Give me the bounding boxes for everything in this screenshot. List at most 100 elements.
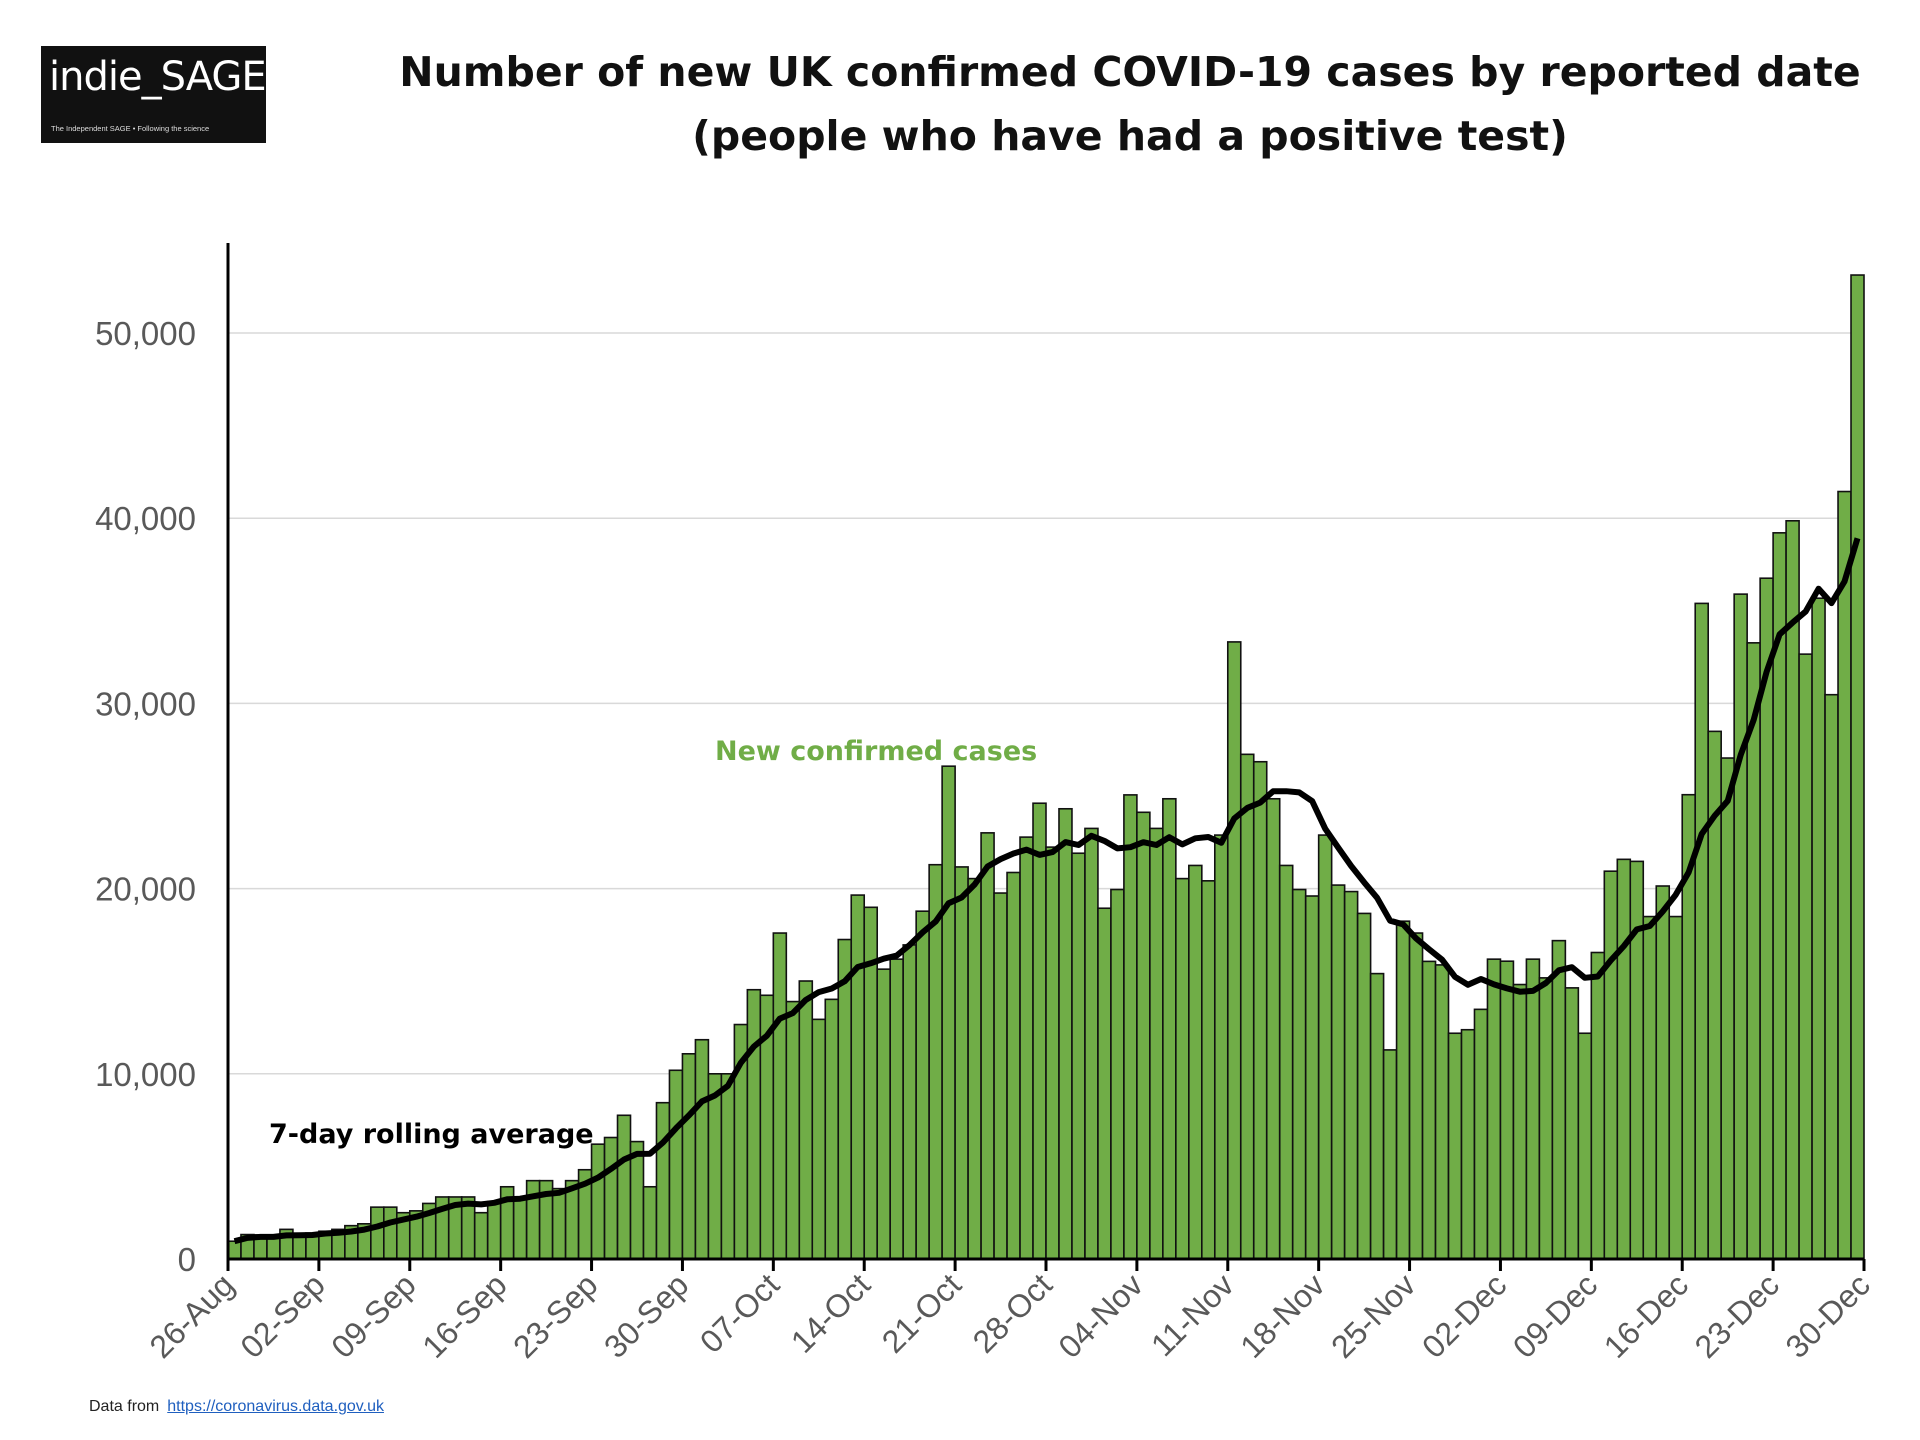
bar <box>370 1206 385 1260</box>
bar-series-annotation: New confirmed cases <box>715 736 1037 767</box>
bar <box>1603 870 1619 1260</box>
x-tick-label: 07-Oct <box>693 1266 786 1359</box>
y-tick-label: 40,000 <box>95 500 196 537</box>
x-tick-label: 25-Nov <box>1324 1266 1422 1364</box>
x-tick-label: 30-Sep <box>597 1266 695 1364</box>
bar <box>1837 490 1852 1260</box>
x-tick-label: 18-Nov <box>1233 1266 1331 1364</box>
bar <box>1551 939 1567 1260</box>
bar <box>1642 915 1658 1260</box>
x-tick-label: 09-Sep <box>324 1266 422 1364</box>
bar <box>1188 864 1203 1260</box>
x-tick-label: 14-Oct <box>784 1266 877 1359</box>
x-tick-label: 11-Nov <box>1144 1266 1241 1363</box>
chart-title: Number of new UK confirmed COVID-19 case… <box>399 48 1861 96</box>
bar <box>1369 972 1385 1260</box>
bar <box>1162 797 1177 1260</box>
bar <box>1447 1032 1463 1260</box>
bar <box>1201 880 1216 1260</box>
bar <box>616 1114 632 1260</box>
bar <box>1577 1032 1593 1260</box>
bar <box>915 910 930 1260</box>
bar <box>1239 753 1255 1260</box>
bar <box>1175 877 1190 1260</box>
bar <box>512 1198 528 1260</box>
x-tick-label: 23-Sep <box>506 1266 604 1364</box>
bar <box>1097 907 1112 1260</box>
bar <box>1824 693 1839 1260</box>
bar <box>1486 958 1502 1260</box>
bar <box>1213 834 1229 1260</box>
bar <box>1499 960 1515 1260</box>
bar <box>668 1069 684 1260</box>
data-source-label: Data from <box>89 1398 160 1415</box>
bar <box>1058 807 1073 1260</box>
bar <box>1512 983 1528 1260</box>
bar <box>383 1206 398 1260</box>
bar <box>720 1073 736 1260</box>
bar <box>1291 888 1307 1260</box>
bar <box>473 1211 489 1260</box>
bar <box>603 1136 619 1260</box>
bar <box>993 892 1008 1260</box>
bar <box>889 958 904 1260</box>
bar <box>1590 951 1606 1260</box>
bar <box>1564 987 1580 1260</box>
logo-text: indie_SAGE <box>49 54 267 100</box>
bar <box>1006 871 1021 1260</box>
bar <box>1655 885 1671 1260</box>
bar <box>1525 958 1541 1260</box>
x-tick-label: 16-Sep <box>415 1266 513 1364</box>
bar <box>707 1073 723 1260</box>
bar <box>1798 653 1813 1260</box>
bar <box>941 765 956 1260</box>
bar <box>1408 932 1424 1260</box>
bar <box>1720 757 1735 1260</box>
bar <box>1136 811 1151 1260</box>
bar <box>837 938 853 1260</box>
bar <box>1694 602 1709 1260</box>
bar <box>824 998 840 1260</box>
bar <box>1019 836 1034 1260</box>
chart-subtitle: (people who have had a positive test) <box>692 112 1568 160</box>
bar <box>1421 960 1437 1260</box>
bar <box>876 968 891 1260</box>
bar <box>1343 890 1359 1260</box>
logo-tagline: The Independent SAGE • Following the sci… <box>51 124 210 133</box>
bar <box>266 1235 281 1260</box>
bar <box>1356 912 1372 1260</box>
bar <box>798 980 814 1260</box>
bar <box>1460 1028 1476 1260</box>
x-tick-label: 02-Dec <box>1415 1266 1513 1364</box>
bar <box>785 1000 801 1260</box>
bar <box>1123 794 1138 1260</box>
bar <box>1395 920 1411 1260</box>
bar <box>1811 597 1826 1260</box>
rolling-average-line <box>233 537 1861 1245</box>
bar <box>629 1140 645 1260</box>
bar <box>1473 1008 1489 1260</box>
bar <box>1317 834 1333 1260</box>
data-source-link[interactable]: https://coronavirus.data.gov.uk <box>167 1398 384 1415</box>
bar <box>1226 641 1242 1260</box>
bar <box>967 877 982 1260</box>
x-tick-label: 30-Dec <box>1779 1266 1877 1364</box>
x-tick-label: 09-Dec <box>1506 1266 1604 1364</box>
bar <box>1278 864 1294 1260</box>
bar <box>1733 593 1748 1260</box>
x-tick-label: 26-Aug <box>143 1266 241 1364</box>
bar <box>1382 1049 1398 1260</box>
y-tick-label: 0 <box>178 1241 196 1278</box>
chart-title-block: Number of new UK confirmed COVID-19 case… <box>380 40 1880 168</box>
x-tick-label: 16-Dec <box>1597 1266 1695 1364</box>
bar <box>850 894 866 1260</box>
bar <box>642 1185 658 1260</box>
bar <box>227 1240 242 1260</box>
y-tick-label: 10,000 <box>95 1056 196 1093</box>
bar <box>1045 846 1060 1260</box>
bar <box>681 1052 697 1260</box>
bar <box>525 1179 541 1260</box>
data-source-footer: Data from https://coronavirus.data.gov.uk <box>89 1398 384 1416</box>
x-tick-label: 21-Oct <box>875 1266 968 1359</box>
